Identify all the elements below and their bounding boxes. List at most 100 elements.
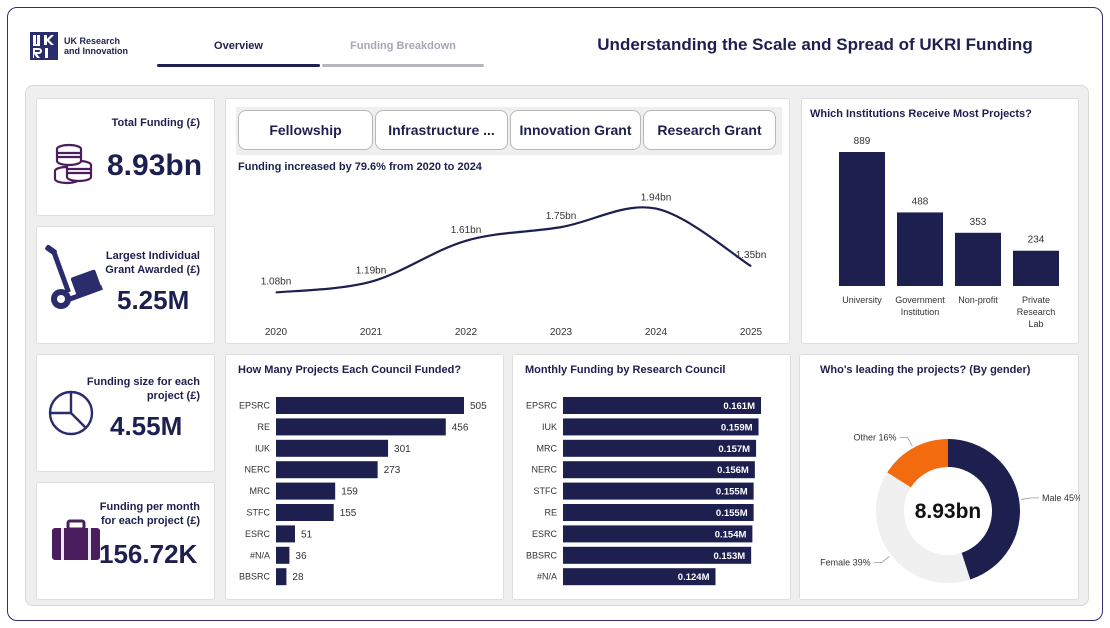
kpi-funding-month-value: 156.72K	[99, 539, 198, 569]
council-projects-category-label: STFC	[247, 508, 271, 518]
kpi-funding-month-label: Funding per month for each project (£)	[100, 500, 200, 528]
hand-truck-icon	[45, 245, 103, 309]
slicer-fellowship-button[interactable]: Fellowship	[238, 110, 373, 150]
dashboard-frame	[7, 7, 1103, 621]
monthly-funding-category-label: ESRC	[532, 529, 558, 539]
monthly-funding-value-label: 0.124M	[678, 572, 710, 583]
dashboard-canvas: Total Funding (£) 8.93bn Largest Individ…	[25, 85, 1089, 606]
gender-leader-line	[873, 556, 890, 563]
tab-overview[interactable]: Overview	[214, 40, 263, 52]
institution-category-label: Institution	[901, 307, 940, 317]
council-projects-value-label: 51	[301, 529, 313, 540]
funding-trend-point	[655, 208, 657, 210]
funding-trend-x-tick: 2024	[645, 327, 668, 338]
council-projects-category-label: MRC	[250, 486, 271, 496]
monthly-funding-bar	[563, 568, 716, 586]
kpi-funding-month-label-line1: Funding per month	[99, 501, 200, 513]
funding-trend-point	[750, 265, 752, 267]
council-projects-card: How Many Projects Each Council Funded? E…	[225, 354, 504, 600]
institution-category-label: University	[842, 295, 882, 305]
monthly-funding-value-label: 0.153M	[713, 551, 745, 562]
funding-trend-x-tick: 2025	[740, 327, 763, 338]
tab-funding-breakdown[interactable]: Funding Breakdown	[350, 40, 456, 52]
council-projects-value-label: 301	[394, 444, 411, 455]
kpi-funding-month-label-line2: for each project (£)	[100, 515, 200, 527]
institution-value-label: 234	[1028, 235, 1045, 246]
ukri-logo: UK Research and Innovation	[30, 32, 128, 60]
tab-funding-breakdown-underline	[322, 64, 484, 67]
page-title: Understanding the Scale and Spread of UK…	[597, 35, 1033, 54]
council-projects-category-label: NERC	[244, 465, 270, 475]
institution-value-label: 353	[970, 217, 987, 228]
funding-trend-data-label: 1.75bn	[546, 211, 577, 222]
monthly-funding-category-label: NERC	[531, 465, 557, 475]
kpi-largest-grant-label-line2: Grant Awarded (£)	[105, 264, 200, 276]
gender-slice-female	[876, 472, 971, 583]
gender-donut-chart: Male 45% Female 39% Other 16% 8.93bn	[820, 432, 1080, 583]
institution-category-label: Research	[1017, 307, 1056, 317]
kpi-largest-grant-label-line1: Largest Individual	[105, 250, 200, 262]
institution-bar	[839, 152, 885, 286]
council-projects-category-label: ESRC	[245, 529, 271, 539]
institutions-card: Which Institutions Receive Most Projects…	[801, 98, 1079, 344]
tab-overview-underline	[157, 64, 320, 67]
funding-trend-x-tick: 2020	[265, 327, 288, 338]
institution-bar	[897, 212, 943, 286]
institution-value-label: 889	[854, 136, 871, 147]
gender-slice-label: Female 39%	[820, 557, 871, 567]
monthly-funding-value-label: 0.155M	[716, 508, 748, 519]
monthly-funding-bar	[563, 525, 753, 543]
institution-category-label: Private	[1022, 295, 1050, 305]
institution-bar	[955, 232, 1001, 286]
monthly-funding-value-label: 0.157M	[718, 444, 750, 455]
council-projects-bar	[276, 504, 334, 521]
council-projects-category-label: RE	[257, 422, 270, 432]
monthly-funding-bar	[563, 482, 754, 500]
pie-chart-icon	[48, 390, 94, 436]
slicer-innovation-grant-button[interactable]: Innovation Grant	[510, 110, 641, 150]
monthly-funding-value-label: 0.159M	[721, 422, 753, 433]
council-projects-value-label: 273	[384, 465, 401, 476]
kpi-funding-size-value: 4.55M	[110, 411, 183, 441]
monthly-funding-bar	[563, 461, 755, 479]
institution-category-label: Government	[895, 295, 945, 305]
kpi-total-funding-card: Total Funding (£) 8.93bn	[36, 98, 215, 216]
funding-trend-data-label: 1.19bn	[356, 266, 387, 277]
council-projects-bar	[276, 482, 336, 500]
gender-center-label: 8.93bn	[915, 500, 982, 523]
funding-trend-line	[275, 206, 752, 294]
council-projects-category-label: IUK	[255, 443, 270, 453]
monthly-funding-value-label: 0.154M	[715, 529, 747, 540]
institution-category-label: Lab	[1028, 319, 1043, 329]
institution-value-label: 488	[912, 196, 929, 207]
monthly-funding-category-label: MRC	[537, 443, 558, 453]
council-projects-bar	[276, 546, 290, 564]
logo-text: UK Research and Innovation	[64, 36, 128, 56]
monthly-funding-value-label: 0.161M	[723, 401, 755, 412]
funding-trend-data-label: 1.61bn	[451, 225, 482, 236]
funding-trend-point	[275, 291, 277, 293]
monthly-funding-category-label: EPSRC	[526, 401, 558, 411]
institution-category-label: Non-profit	[958, 295, 998, 305]
kpi-largest-grant-label: Largest Individual Grant Awarded (£)	[105, 249, 200, 277]
funding-trend-chart: 1.08bn 2020 1.19bn 2021 1.61bn 2022 1.75bn 2023…	[261, 193, 767, 338]
gender-leader-line	[1021, 497, 1039, 500]
monthly-funding-card: Monthly Funding by Research Council EPSR…	[512, 354, 791, 600]
grant-type-slicer: Fellowship Infrastructure ... Innovation…	[236, 107, 782, 155]
council-projects-category-label: EPSRC	[239, 401, 271, 411]
council-projects-bar	[276, 439, 389, 457]
council-projects-value-label: 456	[452, 422, 469, 433]
institutions-title: Which Institutions Receive Most Projects…	[810, 108, 1032, 120]
kpi-funding-month-card: Funding per month for each project (£) 1…	[36, 482, 215, 600]
funding-trend-point	[465, 240, 467, 242]
kpi-funding-size-label-line2: project (£)	[146, 390, 200, 402]
gender-slice-label: Other 16%	[854, 432, 897, 442]
slicer-infrastructure-button[interactable]: Infrastructure ...	[375, 110, 508, 150]
council-projects-value-label: 505	[470, 401, 487, 412]
monthly-funding-bar	[563, 546, 752, 564]
funding-trend-data-label: 1.08bn	[261, 276, 292, 287]
funding-trend-title: Funding increased by 79.6% from 2020 to …	[238, 161, 482, 173]
council-projects-value-label: 28	[292, 572, 304, 583]
monthly-funding-bar	[563, 439, 757, 457]
slicer-research-grant-button[interactable]: Research Grant	[643, 110, 776, 150]
